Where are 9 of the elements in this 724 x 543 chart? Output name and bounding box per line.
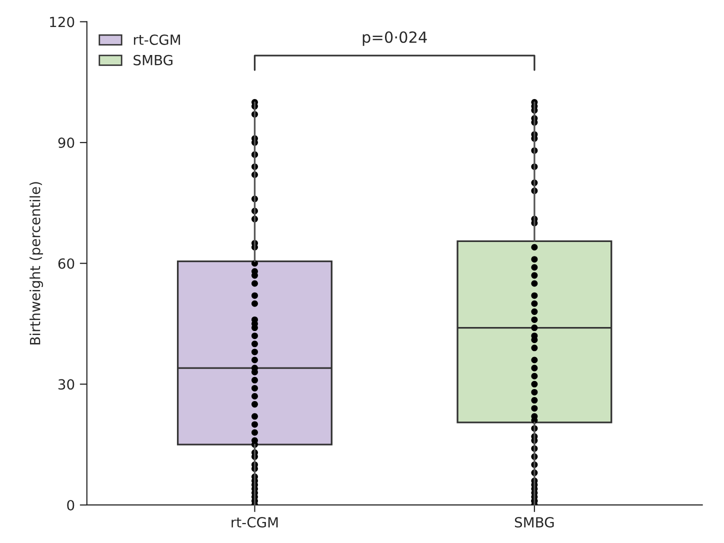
y-tick-label: 60 (58, 258, 74, 269)
y-tick-label: 0 (67, 500, 74, 510)
annotation: p=0·024 (362, 31, 427, 46)
y-tick-label: 90 (58, 138, 74, 148)
y-axis-title: Birthweight (percentile) (30, 182, 44, 344)
y-tick-label: 30 (58, 379, 74, 390)
legend-label: SMBG (134, 54, 172, 66)
legend-label: rt-CGM (134, 34, 180, 45)
y-tick-label: 120 (50, 16, 74, 28)
